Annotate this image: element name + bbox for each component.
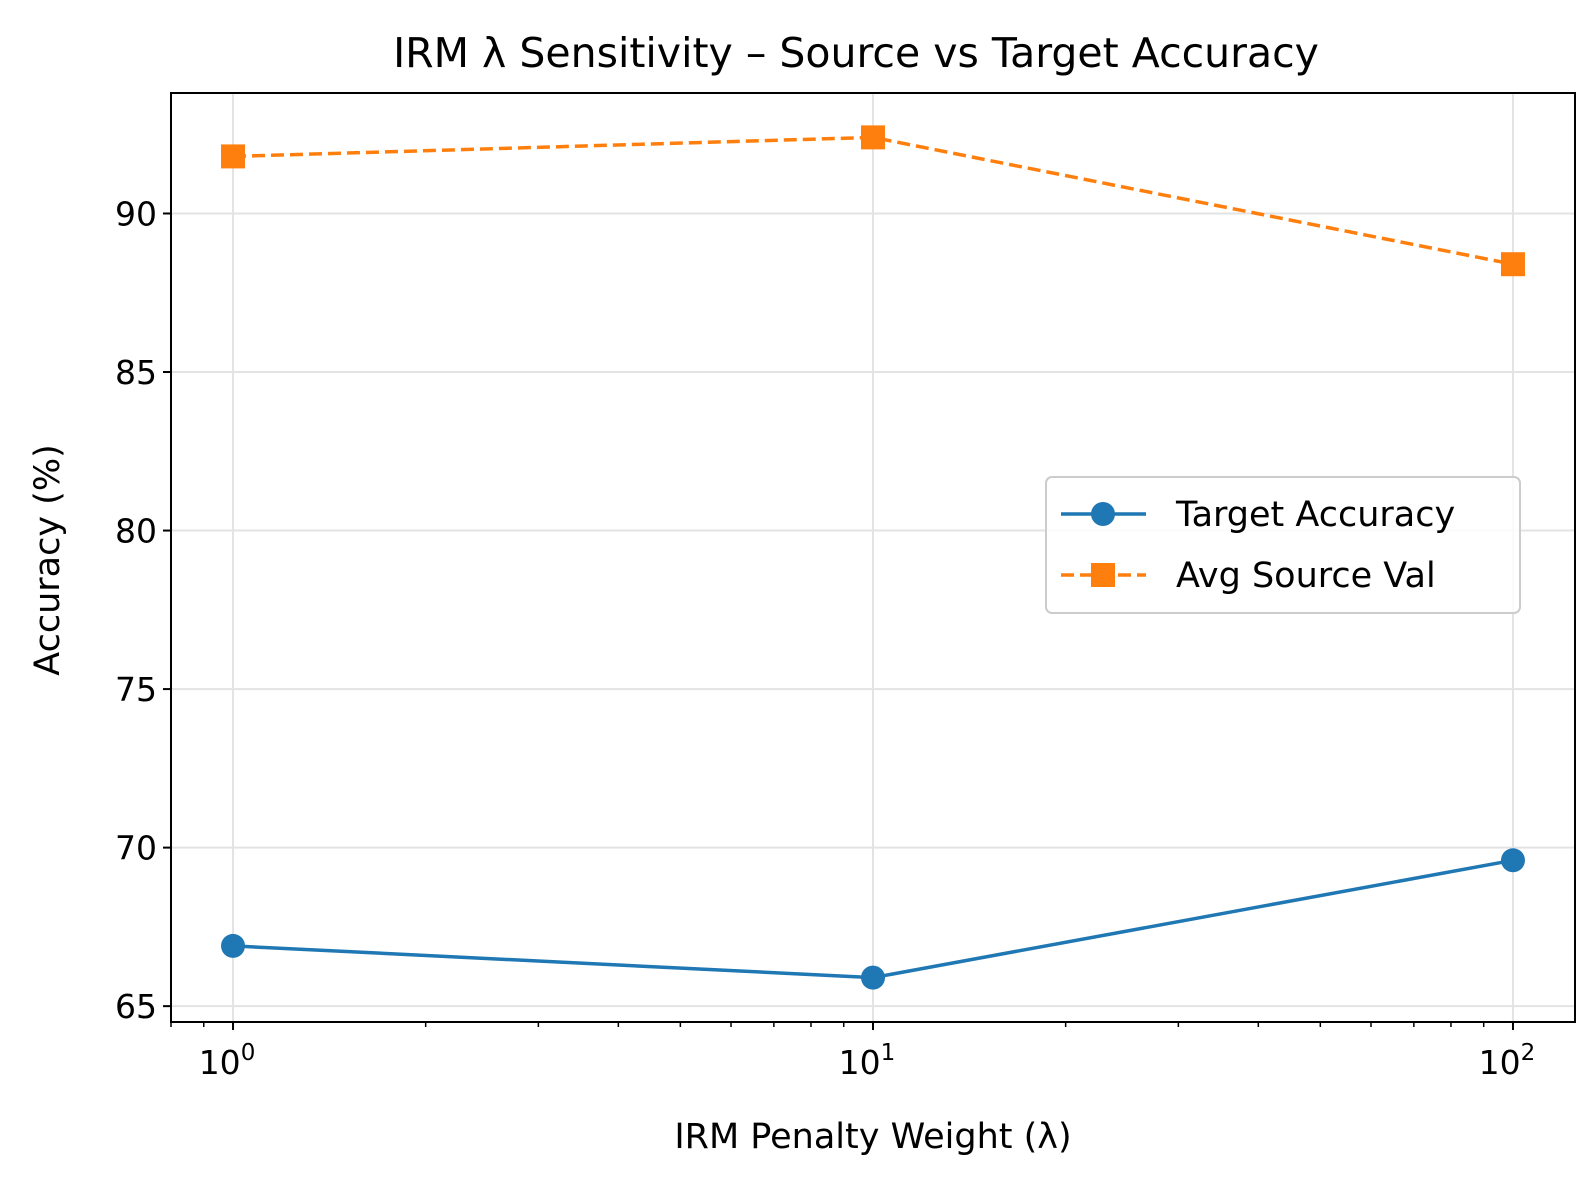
- data-point: [861, 965, 885, 990]
- y-tick-label: 90: [115, 194, 157, 233]
- legend: Target Accuracy Avg Source Val: [1045, 476, 1521, 614]
- legend-label: Target Accuracy: [1175, 495, 1455, 535]
- legend-marker: [1091, 502, 1115, 526]
- chart-title: IRM λ Sensitivity – Source vs Target Acc…: [393, 29, 1319, 77]
- y-tick-label: 80: [115, 512, 157, 551]
- data-point: [1500, 848, 1525, 873]
- y-tick-label: 75: [115, 670, 157, 709]
- x-tick-base: 10: [199, 1043, 241, 1082]
- grid: [171, 93, 1575, 1022]
- x-tick-base: 10: [1479, 1043, 1521, 1082]
- x-tick-exponent: 0: [241, 1040, 256, 1066]
- data-point: [221, 933, 246, 958]
- x-tick-exponent: 2: [1521, 1040, 1536, 1066]
- series-line: [232, 135, 1514, 266]
- legend-label: Avg Source Val: [1176, 556, 1436, 596]
- x-tick-exponent: 1: [881, 1040, 896, 1066]
- data-point: [861, 125, 885, 150]
- x-axis-label: IRM Penalty Weight (λ): [674, 1117, 1071, 1157]
- legend-marker: [1091, 563, 1115, 587]
- x-tick-label: 101: [839, 1040, 896, 1082]
- y-tick-label: 85: [115, 353, 157, 392]
- x-tick-label: 100: [199, 1040, 256, 1082]
- x-tick-base: 10: [839, 1043, 881, 1082]
- y-tick-label: 70: [115, 829, 157, 868]
- data-point: [1500, 252, 1525, 277]
- legend-box: [1045, 476, 1521, 614]
- series-layer: [221, 125, 1525, 990]
- y-axis-label: Accuracy (%): [28, 444, 68, 675]
- x-tick-label: 102: [1479, 1040, 1536, 1082]
- y-tick-label: 65: [115, 987, 157, 1026]
- data-point: [221, 144, 246, 169]
